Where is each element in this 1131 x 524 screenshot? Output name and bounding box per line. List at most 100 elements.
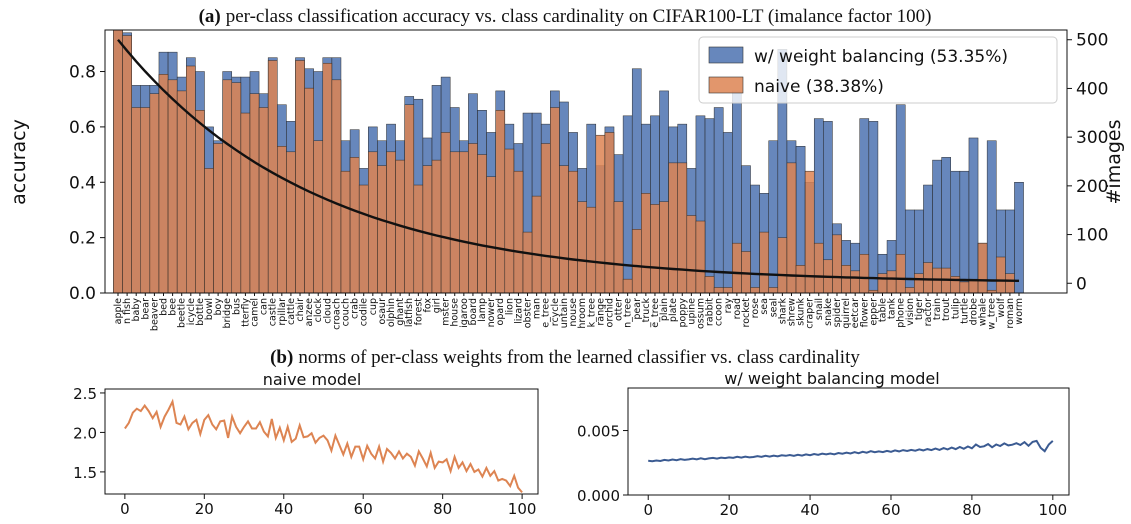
class-tick-label: rcycle [550, 298, 561, 326]
balanced-x-tick-label: 20 [720, 501, 739, 519]
bar-balanced [968, 137, 979, 294]
bar-naive [167, 79, 178, 294]
class-tick-label: osaur [377, 298, 388, 325]
accuracy-axis: 0.0 0.2 0.4 0.6 0.8 [69, 63, 105, 304]
bar-naive [750, 287, 760, 294]
class-tick-label: lamp [477, 298, 488, 322]
class-tick-label: roman [1005, 298, 1016, 329]
bar-balanced [950, 170, 961, 294]
class-tick-label: latfish [404, 298, 415, 327]
balanced-x-tick-label: 60 [881, 501, 900, 519]
bar-naive [404, 104, 415, 294]
class-tick-label: rpillar [277, 298, 288, 326]
bar-naive [477, 154, 487, 294]
bar-naive [722, 287, 733, 294]
class-tick-label: snake [823, 298, 834, 326]
naive-x-tick-label: 60 [354, 500, 373, 518]
legend-label-balanced: w/ weight balancing (53.35%) [754, 47, 1008, 67]
bar-naive [859, 253, 870, 294]
legend-box [698, 36, 1058, 104]
bar-naive [486, 176, 496, 294]
bar-naive [695, 220, 706, 294]
bar-naive [813, 242, 824, 294]
class-tick-label: tiger [914, 298, 925, 320]
bar-balanced [959, 170, 970, 294]
class-tick-label: eetcar [850, 298, 861, 328]
class-tick-label: fox [422, 298, 433, 313]
bar-naive [577, 201, 587, 294]
bar-naive [331, 79, 342, 294]
bar-naive [258, 107, 269, 294]
class-tick-label: clock [313, 298, 324, 323]
class-tick-label: plate [668, 298, 679, 322]
class-tick-label: chair [295, 298, 306, 322]
cardinality-curve [117, 38, 1020, 282]
class-tick-label: poppy [677, 298, 688, 328]
bar-naive [604, 132, 615, 294]
balanced-y-tick-label: 0.005 [577, 423, 620, 441]
class-tick-label: cattle [286, 298, 297, 325]
bar-naive [568, 170, 578, 294]
naive-y-tick-label: 2.0 [73, 424, 97, 442]
bar-naive [413, 184, 424, 294]
legend-swatch-balanced [708, 46, 744, 64]
class-tick-label: baby [131, 298, 142, 322]
bar-naive [668, 162, 678, 294]
bar-naive [368, 151, 378, 294]
class-tick-label: bridge [222, 298, 233, 329]
class-tick-label: shark [777, 298, 788, 325]
class-tick-label: hroom [577, 298, 588, 329]
bar-naive [531, 195, 542, 294]
class-tick-label: k_tree [586, 298, 597, 328]
title-b-text: norms of per-class weights from the lear… [298, 347, 860, 368]
bar-naive [204, 168, 214, 294]
bar-naive [1005, 273, 1015, 294]
naive-chart-title: naive model [263, 370, 362, 389]
bar-naive [504, 148, 515, 294]
class-tick-label: bus [231, 298, 242, 315]
class-tick-label: girl [432, 298, 443, 313]
balanced-y-tick-label: 0.000 [577, 487, 620, 505]
bar-naive [759, 231, 769, 294]
bar-naive [795, 265, 806, 294]
bar-naive [459, 151, 469, 294]
naive-x-tick-label: 80 [433, 500, 452, 518]
bar-naive [641, 193, 651, 294]
class-tick-label: vision [905, 298, 916, 326]
bar-balanced [868, 121, 879, 294]
title-b: (b) norms of per-class weights from the l… [270, 347, 860, 368]
bar-naive [249, 93, 260, 294]
class-tick-label: crab [350, 298, 361, 319]
bar-naive [131, 107, 142, 294]
class-tick-label: codile [359, 298, 370, 326]
images-tick-label: 0 [1076, 274, 1087, 294]
class-tick-label: nower [486, 298, 497, 327]
class-tick-label: upine [686, 298, 697, 325]
bar-balanced [713, 107, 724, 294]
bar-naive [222, 79, 233, 294]
images-tick-label: 300 [1076, 128, 1108, 148]
accuracy-bar-chart: 0.0 0.2 0.4 0.6 0.8 0 100 200 300 400 500 applen … [8, 29, 1125, 331]
naive-y-tick-label: 2.5 [73, 385, 97, 403]
accuracy-tick-label: 0.0 [69, 284, 96, 304]
bar-naive [713, 287, 724, 294]
class-tick-label: house [450, 298, 461, 327]
class-tick-label: _truck [641, 298, 652, 329]
class-tick-label: e_tree [541, 298, 552, 328]
bar-naive [195, 110, 205, 294]
class-tick-label: range [595, 298, 606, 326]
bar-naive [286, 151, 296, 294]
bar-naive [122, 35, 132, 294]
naive-x-tick-label: 0 [120, 500, 130, 518]
class-tick-label: lizard [513, 298, 524, 324]
class-tick-label: plain [659, 298, 670, 321]
bar-balanced [986, 140, 997, 294]
accuracy-tick-label: 0.6 [69, 118, 96, 138]
bar-naive [841, 265, 851, 294]
bar-naive [622, 278, 633, 294]
images-axis-label: #images [1103, 120, 1125, 205]
bar-balanced [704, 118, 715, 294]
class-tick-label: tterfly [240, 298, 251, 327]
bar-naive [468, 143, 478, 294]
